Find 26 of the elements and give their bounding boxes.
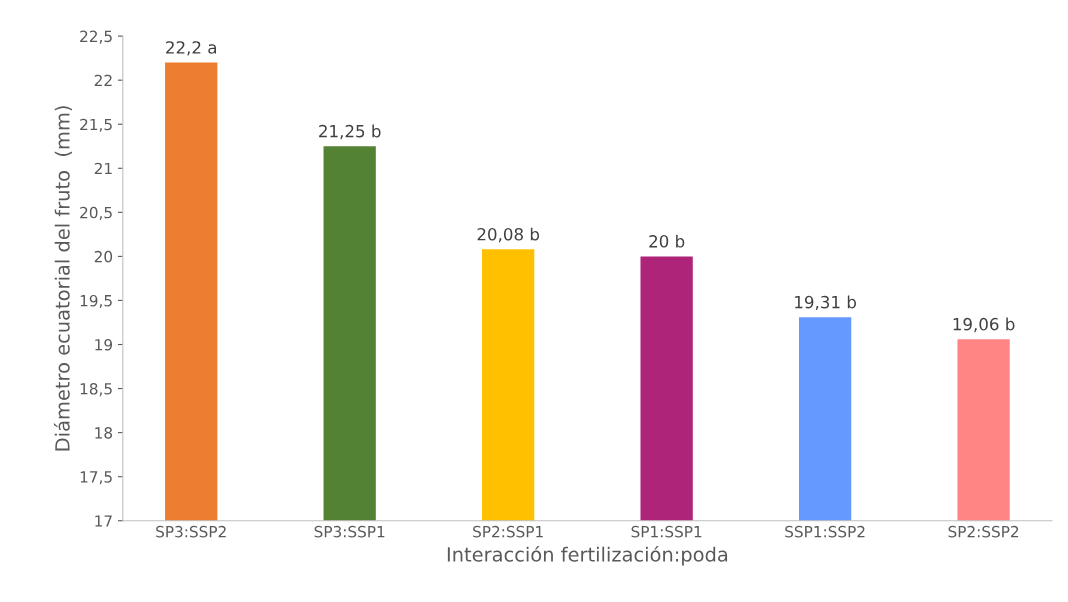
data-label: 22,2 a xyxy=(166,41,216,56)
y-tick-label: 19 xyxy=(95,338,113,351)
y-tick-label: 17,5 xyxy=(80,471,112,485)
y-tick-label: 17 xyxy=(95,515,112,527)
y-tick-label: 18,5 xyxy=(80,383,112,397)
data-label: 19,06 b xyxy=(953,317,1015,333)
data-label: 21,25 b xyxy=(319,124,381,140)
x-tick-label: SSP1:SSP2 xyxy=(785,525,865,538)
y-tick-label: 19,5 xyxy=(80,294,112,309)
y-tick-label: 21 xyxy=(94,162,112,175)
y-tick-label: 22,5 xyxy=(80,30,112,44)
y-axis-title: Diámetro ecuatorial del fruto (mm) xyxy=(53,106,73,451)
x-tick-label: SP3:SSP2 xyxy=(156,525,226,538)
data-label: 20,08 b xyxy=(477,227,540,243)
y-tick-label: 18 xyxy=(95,427,113,439)
x-tick-label: SP2:SSP2 xyxy=(948,525,1019,538)
x-axis-title: Interacción fertilización:poda xyxy=(447,545,728,566)
y-tick-label: 21,5 xyxy=(80,118,112,132)
x-tick-label: SP1:SSP1 xyxy=(631,525,702,538)
data-label: 19,31 b xyxy=(795,295,856,311)
x-tick-label: SP2:SSP1 xyxy=(473,525,543,538)
y-tick-label: 22 xyxy=(94,74,112,86)
data-label: 20 b xyxy=(649,234,685,248)
y-tick-label: 20,5 xyxy=(80,206,112,220)
x-tick-label: SP3:SSP1 xyxy=(314,525,385,538)
y-tick-label: 20 xyxy=(94,250,113,263)
